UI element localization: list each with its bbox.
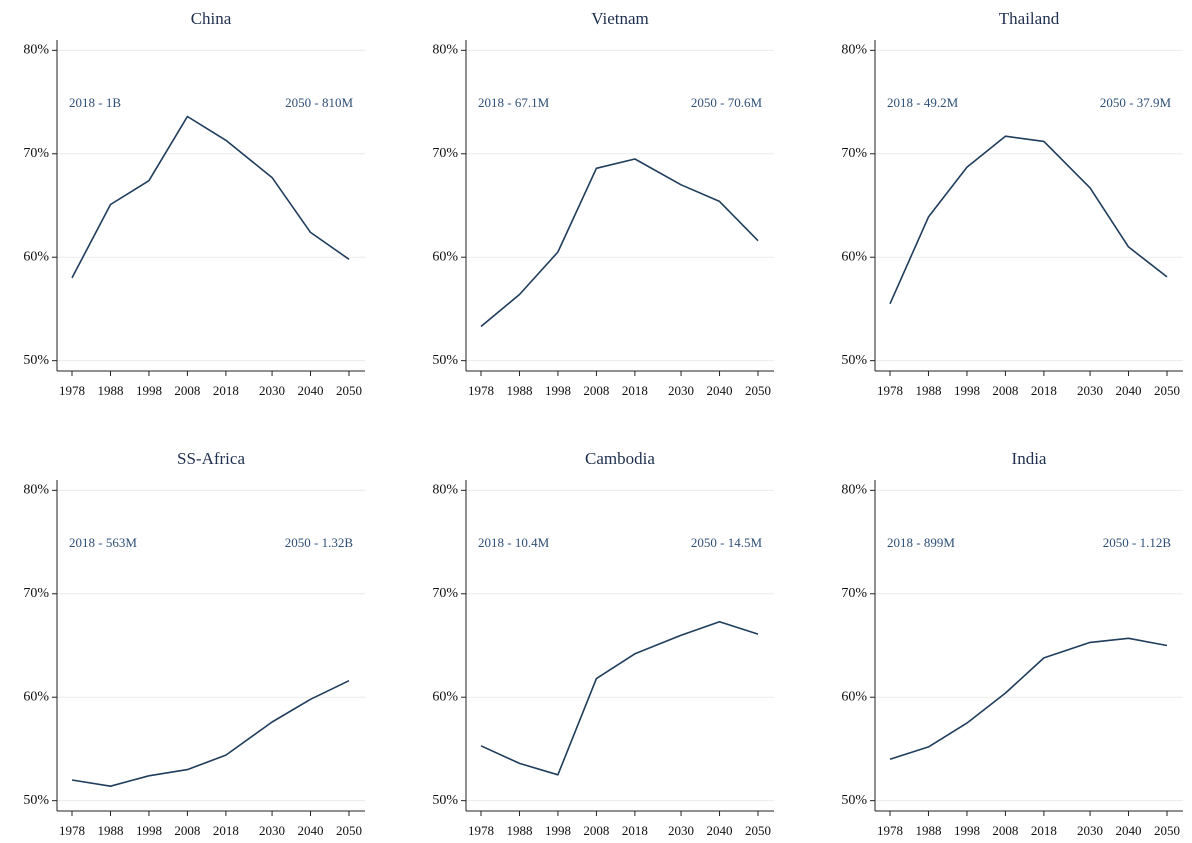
x-tick-label: 2008 xyxy=(174,823,200,838)
x-tick-label: 2030 xyxy=(1077,383,1103,398)
x-tick-label: 1998 xyxy=(954,383,980,398)
y-tick-label: 70% xyxy=(23,146,49,161)
x-tick-label: 2030 xyxy=(259,823,285,838)
x-tick-label: 1998 xyxy=(954,823,980,838)
x-tick-label: 1978 xyxy=(877,823,903,838)
x-tick-label: 2050 xyxy=(336,383,362,398)
y-tick-label: 80% xyxy=(432,43,458,58)
annotation: 2018 - 67.1M xyxy=(478,95,550,110)
y-tick-label: 50% xyxy=(841,353,867,368)
annotation: 2018 - 899M xyxy=(887,535,955,550)
y-tick-label: 80% xyxy=(23,483,49,498)
y-tick-label: 60% xyxy=(841,249,867,264)
y-tick-label: 70% xyxy=(841,146,867,161)
x-tick-label: 2040 xyxy=(298,823,324,838)
y-tick-label: 50% xyxy=(23,793,49,808)
x-tick-label: 2040 xyxy=(707,823,733,838)
panel-title: Vietnam xyxy=(591,9,649,28)
annotation: 2018 - 1B xyxy=(69,95,121,110)
panel-title: India xyxy=(1012,449,1047,468)
x-tick-label: 2050 xyxy=(336,823,362,838)
x-tick-label: 1998 xyxy=(136,823,162,838)
y-tick-label: 60% xyxy=(841,689,867,704)
x-tick-label: 2030 xyxy=(259,383,285,398)
data-line xyxy=(480,158,759,328)
x-tick-label: 2040 xyxy=(1116,823,1142,838)
x-tick-label: 2018 xyxy=(622,383,648,398)
x-tick-label: 2018 xyxy=(1031,823,1057,838)
y-tick-label: 70% xyxy=(841,586,867,601)
x-tick-label: 1988 xyxy=(915,383,941,398)
x-tick-label: 1988 xyxy=(506,383,532,398)
annotation: 2050 - 1.32B xyxy=(285,535,354,550)
y-tick-label: 60% xyxy=(23,249,49,264)
x-tick-label: 2018 xyxy=(1031,383,1057,398)
annotation: 2050 - 14.5M xyxy=(691,535,763,550)
data-line xyxy=(889,637,1168,761)
x-tick-label: 2050 xyxy=(745,823,771,838)
x-tick-label: 2030 xyxy=(1077,823,1103,838)
x-tick-label: 1988 xyxy=(915,823,941,838)
annotation: 2018 - 563M xyxy=(69,535,137,550)
data-line xyxy=(71,115,350,279)
x-tick-label: 2008 xyxy=(174,383,200,398)
x-tick-label: 2050 xyxy=(1154,383,1180,398)
data-line xyxy=(480,620,759,776)
annotation: 2050 - 70.6M xyxy=(691,95,763,110)
y-tick-label: 70% xyxy=(432,586,458,601)
x-tick-label: 2050 xyxy=(745,383,771,398)
panel-title: Cambodia xyxy=(585,449,655,468)
y-tick-label: 60% xyxy=(432,249,458,264)
data-line xyxy=(889,135,1168,305)
x-tick-label: 2018 xyxy=(213,383,239,398)
x-tick-label: 2018 xyxy=(213,823,239,838)
x-tick-label: 1978 xyxy=(59,383,85,398)
panel-title: SS-Africa xyxy=(177,449,245,468)
annotation: 2050 - 37.9M xyxy=(1100,95,1172,110)
annotation: 2050 - 1.12B xyxy=(1103,535,1172,550)
x-tick-label: 1988 xyxy=(97,823,123,838)
x-tick-label: 2018 xyxy=(622,823,648,838)
x-tick-label: 2008 xyxy=(992,823,1018,838)
x-tick-label: 2050 xyxy=(1154,823,1180,838)
x-tick-label: 1998 xyxy=(545,383,571,398)
y-tick-label: 80% xyxy=(841,483,867,498)
y-tick-label: 50% xyxy=(23,353,49,368)
x-tick-label: 1998 xyxy=(545,823,571,838)
x-tick-label: 1988 xyxy=(97,383,123,398)
x-tick-label: 1978 xyxy=(468,823,494,838)
y-tick-label: 70% xyxy=(23,586,49,601)
panel-title: China xyxy=(191,9,232,28)
y-tick-label: 60% xyxy=(23,689,49,704)
annotation: 2050 - 810M xyxy=(285,95,353,110)
y-tick-label: 70% xyxy=(432,146,458,161)
y-tick-label: 50% xyxy=(432,793,458,808)
x-tick-label: 1998 xyxy=(136,383,162,398)
y-tick-label: 60% xyxy=(432,689,458,704)
x-tick-label: 2030 xyxy=(668,823,694,838)
data-line xyxy=(71,679,350,787)
annotation: 2018 - 49.2M xyxy=(887,95,959,110)
x-tick-label: 1988 xyxy=(506,823,532,838)
x-tick-label: 1978 xyxy=(468,383,494,398)
x-tick-label: 2008 xyxy=(992,383,1018,398)
y-tick-label: 50% xyxy=(432,353,458,368)
x-tick-label: 2040 xyxy=(298,383,324,398)
y-tick-label: 50% xyxy=(841,793,867,808)
y-tick-label: 80% xyxy=(841,43,867,58)
x-tick-label: 1978 xyxy=(59,823,85,838)
x-tick-label: 2040 xyxy=(707,383,733,398)
x-tick-label: 2008 xyxy=(583,823,609,838)
panel-title: Thailand xyxy=(999,9,1060,28)
x-tick-label: 2008 xyxy=(583,383,609,398)
y-tick-label: 80% xyxy=(432,483,458,498)
x-tick-label: 1978 xyxy=(877,383,903,398)
y-tick-label: 80% xyxy=(23,43,49,58)
x-tick-label: 2040 xyxy=(1116,383,1142,398)
x-tick-label: 2030 xyxy=(668,383,694,398)
annotation: 2018 - 10.4M xyxy=(478,535,550,550)
